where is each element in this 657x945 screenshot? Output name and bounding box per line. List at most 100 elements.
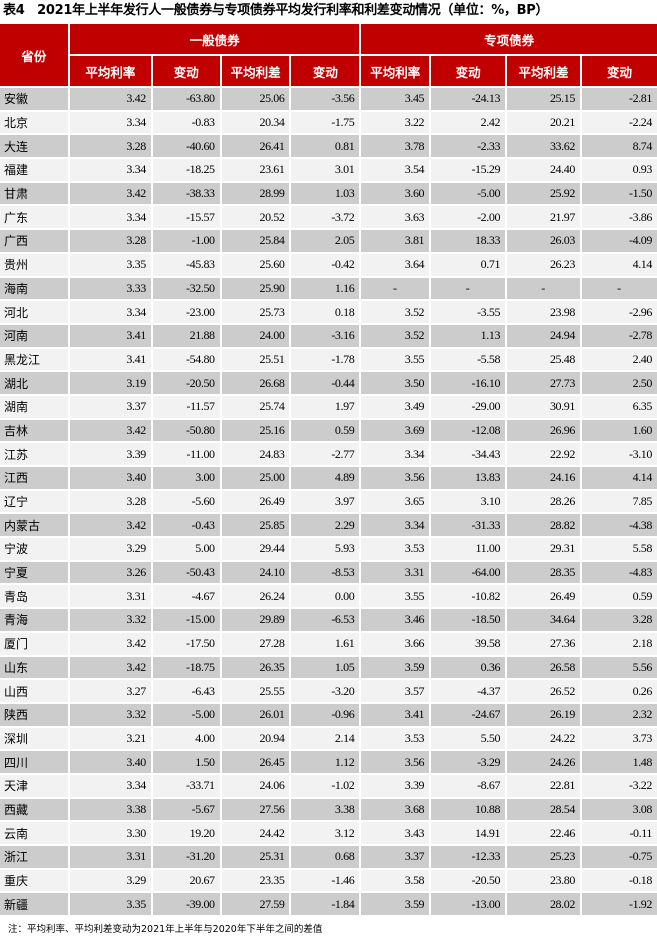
value-cell: -6.53 [291, 609, 360, 631]
value-cell: 3.49 [361, 395, 430, 418]
value-cell: -5.00 [431, 182, 506, 205]
value-cell: 3.66 [361, 632, 430, 655]
header-col: 变动 [291, 56, 360, 86]
value-cell: 24.22 [507, 727, 580, 750]
value-cell: -63.80 [152, 88, 220, 110]
value-cell: 3.59 [361, 893, 430, 916]
value-cell: 1.48 [581, 751, 657, 773]
value-cell: 39.58 [431, 632, 506, 655]
value-cell: 3.31 [69, 846, 151, 868]
value-cell: -13.00 [431, 893, 506, 916]
value-cell: 27.56 [221, 798, 290, 821]
value-cell: 3.35 [69, 893, 151, 916]
table-row: 宁波 3.29 5.00 29.44 5.93 3.53 11.00 29.31 5.58 [0, 538, 657, 560]
header-province: 省份 [0, 24, 68, 86]
value-cell: 26.52 [507, 680, 580, 702]
value-cell: -64.00 [431, 561, 506, 584]
province-cell: 云南 [0, 822, 68, 844]
value-cell: -0.43 [152, 514, 220, 537]
value-cell: 23.80 [507, 869, 580, 892]
value-cell: 3.35 [69, 253, 151, 276]
value-cell: 30.91 [507, 395, 580, 418]
value-cell: 3.39 [361, 774, 430, 797]
value-cell: 3.19 [69, 372, 151, 394]
value-cell: 20.67 [152, 869, 220, 892]
value-cell: 3.53 [361, 538, 430, 560]
value-cell: 3.41 [361, 703, 430, 726]
value-cell: -1.46 [291, 869, 360, 892]
province-cell: 重庆 [0, 869, 68, 892]
value-cell: 3.34 [69, 206, 151, 229]
value-cell: 20.21 [507, 111, 580, 134]
value-cell: -24.67 [431, 703, 506, 726]
value-cell: 2.29 [291, 514, 360, 537]
value-cell: -32.50 [152, 277, 220, 300]
value-cell: 3.46 [361, 609, 430, 631]
value-cell: -8.53 [291, 561, 360, 584]
value-cell: 5.00 [152, 538, 220, 560]
value-cell: -24.13 [431, 88, 506, 110]
value-cell: 5.58 [581, 538, 657, 560]
value-cell: 18.33 [431, 230, 506, 252]
value-cell: 3.55 [361, 585, 430, 608]
value-cell: 11.00 [431, 538, 506, 560]
table-row: 福建 3.34 -18.25 23.61 3.01 3.54 -15.29 24.40 0.93 [0, 159, 657, 181]
value-cell: 3.42 [69, 182, 151, 205]
table-row: 河北 3.34 -23.00 25.73 0.18 3.52 -3.55 23.98 -2.96 [0, 301, 657, 323]
value-cell: 3.33 [69, 277, 151, 300]
table-row: 浙江 3.31 -31.20 25.31 0.68 3.37 -12.33 25.23 -0.7… [0, 846, 657, 868]
province-cell: 宁波 [0, 538, 68, 560]
value-cell: 25.31 [221, 846, 290, 868]
province-cell: 宁夏 [0, 561, 68, 584]
value-cell: 3.68 [361, 798, 430, 821]
value-cell: 4.14 [581, 467, 657, 489]
value-cell: 3.53 [361, 727, 430, 750]
value-cell: 26.01 [221, 703, 290, 726]
value-cell: 26.35 [221, 656, 290, 679]
value-cell: -23.00 [152, 301, 220, 323]
table-row: 贵州 3.35 -45.83 25.60 -0.42 3.64 0.71 26.23 4.14 [0, 253, 657, 276]
value-cell: -4.37 [431, 680, 506, 702]
value-cell: 3.41 [69, 324, 151, 347]
value-cell: -3.55 [431, 301, 506, 323]
value-cell: 3.08 [581, 798, 657, 821]
value-cell: -0.18 [581, 869, 657, 892]
table-row: 湖南 3.37 -11.57 25.74 1.97 3.49 -29.00 30.91 6.35 [0, 395, 657, 418]
value-cell: 0.68 [291, 846, 360, 868]
table-row: 四川 3.40 1.50 26.45 1.12 3.56 -3.29 24.26 1.48 [0, 751, 657, 773]
bond-rate-table: 省份 一般债券 专项债券 平均利率 变动 平均利差 变动 平均利率 变动 平均利… [0, 22, 657, 917]
table-row: 湖北 3.19 -20.50 26.68 -0.44 3.50 -16.10 27.73 2.5… [0, 372, 657, 394]
value-cell: 2.14 [291, 727, 360, 750]
value-cell: 3.56 [361, 467, 430, 489]
value-cell: 24.00 [221, 324, 290, 347]
value-cell: -16.10 [431, 372, 506, 394]
value-cell: 3.28 [69, 230, 151, 252]
value-cell: 1.61 [291, 632, 360, 655]
value-cell: 3.28 [69, 135, 151, 158]
value-cell: -0.83 [152, 111, 220, 134]
value-cell: 3.29 [69, 538, 151, 560]
value-cell: 23.35 [221, 869, 290, 892]
value-cell: 1.05 [291, 656, 360, 679]
value-cell: 22.46 [507, 822, 580, 844]
value-cell: -4.09 [581, 230, 657, 252]
province-cell: 湖南 [0, 395, 68, 418]
header-col: 变动 [431, 56, 506, 86]
value-cell: 26.45 [221, 751, 290, 773]
province-cell: 山东 [0, 656, 68, 679]
table-row: 吉林 3.42 -50.80 25.16 0.59 3.69 -12.08 26.96 1.60 [0, 419, 657, 442]
value-cell: -31.33 [431, 514, 506, 537]
table-row: 广西 3.28 -1.00 25.84 2.05 3.81 18.33 26.03 -4.09 [0, 230, 657, 252]
value-cell: 0.18 [291, 301, 360, 323]
value-cell: 2.18 [581, 632, 657, 655]
header-col: 平均利率 [361, 56, 430, 86]
province-cell: 广东 [0, 206, 68, 229]
value-cell: 6.35 [581, 395, 657, 418]
table-row: 云南 3.30 19.20 24.42 3.12 3.43 14.91 22.46 -0.11 [0, 822, 657, 844]
province-cell: 内蒙古 [0, 514, 68, 537]
value-cell: -15.00 [152, 609, 220, 631]
value-cell: 25.90 [221, 277, 290, 300]
value-cell: 24.42 [221, 822, 290, 844]
value-cell: 5.50 [431, 727, 506, 750]
value-cell: 24.26 [507, 751, 580, 773]
